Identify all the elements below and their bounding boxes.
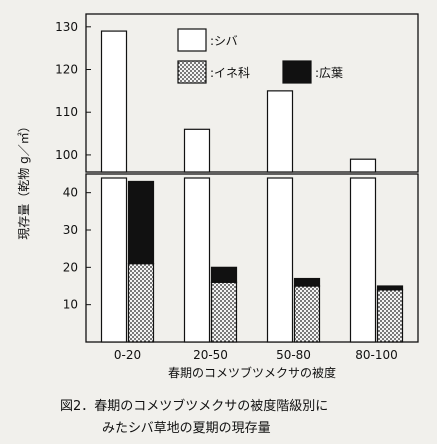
legend-swatch xyxy=(177,28,207,52)
bar-shiba-lower xyxy=(100,177,128,343)
bar-shiba-lower xyxy=(266,177,294,343)
bar-broadleaf xyxy=(210,266,238,283)
legend-swatch xyxy=(177,60,207,84)
lower-plot-panel: 10 20 30 40 0-20 20-50 50-80 80-100 xyxy=(63,173,419,362)
bar-grass xyxy=(293,285,321,343)
bar-shiba-upper xyxy=(349,158,377,173)
bar-grass xyxy=(376,289,404,343)
upper-plot-panel: 100 110 120 130 xyxy=(55,13,419,173)
bar-grass xyxy=(210,281,238,343)
bar-broadleaf xyxy=(293,277,321,287)
bar-shiba-upper xyxy=(183,128,211,173)
x-tick-label: 80-100 xyxy=(355,348,398,362)
lower-frame xyxy=(85,173,419,343)
x-tick-label: 20-50 xyxy=(193,348,228,362)
legend: :シバ :イネ科 :広葉 xyxy=(177,28,343,84)
legend-label: :シバ xyxy=(210,34,238,48)
bar-shiba-lower xyxy=(349,177,377,343)
y-tick-label: 20 xyxy=(63,260,78,274)
legend-label: :イネ科 xyxy=(210,66,250,80)
x-tick-label: 50-80 xyxy=(276,348,311,362)
x-tick-label: 0-20 xyxy=(114,348,141,362)
y-axis-label: 現存量（乾物 g／㎡） xyxy=(17,120,31,239)
bar-shiba-upper xyxy=(100,30,128,173)
y-tick-label: 10 xyxy=(63,298,78,312)
y-tick-label: 130 xyxy=(55,20,78,34)
bar-broadleaf xyxy=(127,180,155,265)
bar-broadleaf xyxy=(376,285,404,291)
legend-label: :広葉 xyxy=(315,66,343,80)
y-tick-label: 110 xyxy=(55,105,78,119)
legend-swatch xyxy=(282,60,312,84)
y-tick-label: 30 xyxy=(63,223,78,237)
y-tick-label: 40 xyxy=(63,186,78,200)
bar-shiba-upper xyxy=(266,90,294,173)
bar-grass xyxy=(127,263,155,343)
upper-frame xyxy=(85,13,419,173)
caption-line-2: みたシバ草地の夏期の現存量 xyxy=(102,421,271,436)
caption-line-1: 図2．春期のコメツブツメクサの被度階級別に xyxy=(60,398,328,414)
y-tick-label: 100 xyxy=(55,148,78,162)
x-axis-label: 春期のコメツブツメクサの被度 xyxy=(168,365,336,380)
y-tick-label: 120 xyxy=(55,63,78,77)
bar-shiba-lower xyxy=(183,177,211,343)
